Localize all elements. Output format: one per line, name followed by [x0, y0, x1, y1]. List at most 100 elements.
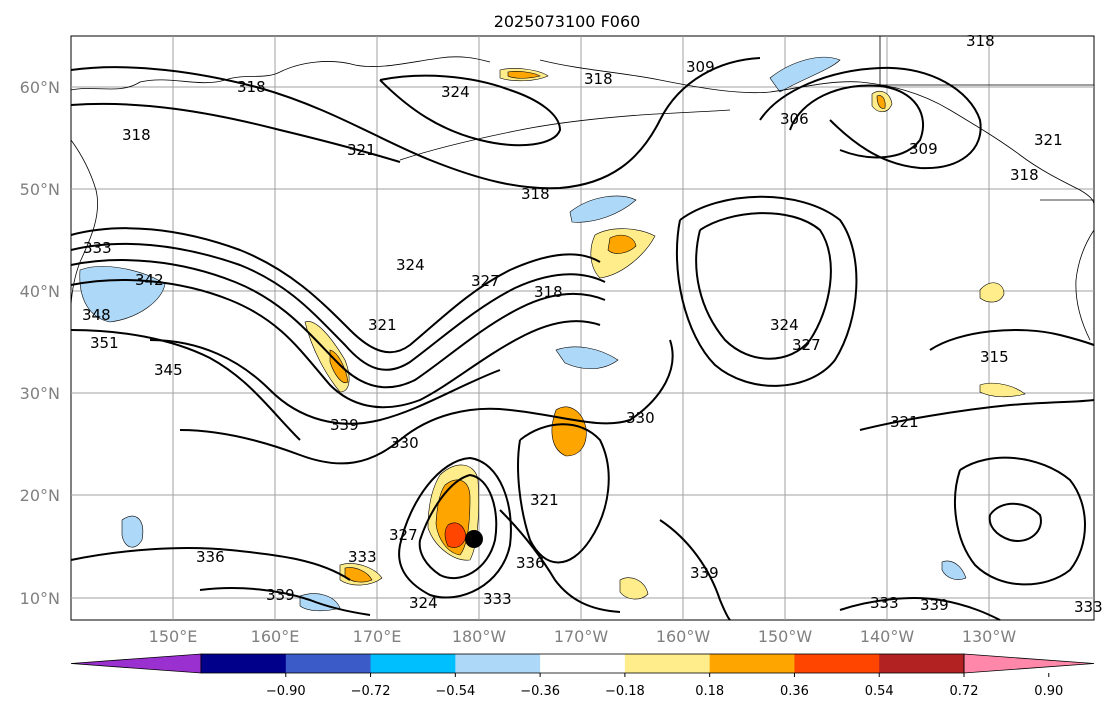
coast-aleutians	[399, 109, 731, 161]
contour-label: 321	[1034, 131, 1063, 149]
anomaly-blue-alaska	[769, 56, 841, 93]
lon-label: 150°E	[149, 627, 198, 646]
anomaly-orange-central	[551, 406, 587, 457]
contour-label: 351	[90, 334, 119, 352]
contour-label: 318	[584, 70, 613, 88]
contour-label: 339	[920, 596, 949, 614]
contour-label: 324	[396, 256, 425, 274]
lon-label: 170°E	[353, 627, 402, 646]
contour-324-north	[379, 74, 562, 147]
contour-label: 309	[686, 58, 715, 76]
contour-label: 348	[82, 306, 111, 324]
anomaly-blue-aleutian	[569, 195, 637, 223]
anomaly-yellow-east	[979, 282, 1005, 303]
colorbar-segment	[624, 654, 711, 673]
contour-label: 315	[980, 348, 1009, 366]
contour-jet-3	[70, 259, 606, 389]
colorbar-extend-low	[70, 653, 202, 674]
contour-label: 327	[792, 336, 821, 354]
contour-labels: 318 318 324 318 309 306 321 318 309 321 …	[82, 32, 1103, 616]
lon-label: 170°W	[554, 627, 609, 646]
contour-label: 339	[690, 564, 719, 582]
contour-jet-4	[70, 279, 601, 409]
contour-label: 333	[83, 239, 112, 257]
lat-label: 30°N	[20, 384, 60, 403]
colorbar-segment	[709, 654, 795, 673]
contour-336-south	[70, 547, 351, 581]
contour-label: 345	[154, 361, 183, 379]
contour-typhoon-2	[398, 456, 512, 599]
contour-306-alaska	[789, 84, 925, 159]
lat-label: 40°N	[20, 282, 60, 301]
contour-324-loop	[695, 212, 832, 360]
contour-label: 333	[870, 594, 899, 612]
coast-asia-north	[70, 71, 281, 91]
lon-label: 130°W	[962, 627, 1017, 646]
contour-label: 318	[966, 32, 995, 50]
anomaly-orange-northcentral	[607, 234, 637, 254]
contour-label: 324	[441, 83, 470, 101]
colorbar-segment	[540, 654, 626, 673]
lon-label: 180°W	[452, 627, 507, 646]
graticule	[71, 36, 1094, 620]
anomaly-blue-midpac	[555, 346, 619, 369]
anomaly-red-typhoon	[444, 522, 467, 548]
lat-label: 60°N	[20, 78, 60, 97]
map-frame	[70, 35, 1095, 621]
colorbar-tick-label: 0.90	[1034, 684, 1063, 699]
colorbar-extend-high	[963, 653, 1095, 674]
coast-alaska	[539, 59, 1095, 206]
colorbar-tick-label: −0.90	[266, 684, 306, 699]
anomaly-orange-bering	[507, 71, 541, 79]
contour-315	[929, 329, 1095, 351]
contour-321-east	[859, 399, 1095, 431]
anomaly-yellow-southmid	[619, 577, 649, 600]
contour-label: 318	[122, 126, 151, 144]
contour-label: 342	[135, 271, 164, 289]
contour-jet-2	[70, 242, 606, 371]
contour-label: 318	[1010, 166, 1039, 184]
colorbar-segment	[455, 654, 541, 673]
height-contours	[70, 57, 1095, 621]
lon-label: 140°W	[860, 627, 915, 646]
contour-label: 321	[368, 316, 397, 334]
contour-label: 333	[483, 590, 512, 608]
coast-kamchatka	[279, 56, 491, 73]
contour-label: 309	[909, 140, 938, 158]
colorbar-segment	[285, 654, 372, 673]
anomaly-blue-south2	[121, 515, 144, 548]
contour-label: 318	[237, 78, 266, 96]
contour-339-south	[199, 587, 371, 616]
contour-label: 324	[409, 594, 438, 612]
contour-label: 327	[389, 526, 418, 544]
contour-345	[70, 329, 301, 441]
contour-typhoon-1	[418, 473, 498, 580]
lon-label: 160°W	[656, 627, 711, 646]
contour-333-se	[839, 597, 1001, 621]
contour-label: 339	[330, 416, 359, 434]
contour-318-north	[70, 57, 761, 190]
contour-330	[179, 339, 674, 465]
contour-label: 306	[780, 110, 809, 128]
contour-label: 333	[348, 548, 377, 566]
lat-label: 10°N	[20, 589, 60, 608]
colorbar-segment	[370, 654, 456, 673]
colorbar-segment	[201, 654, 287, 673]
contour-309-alaska	[759, 66, 982, 170]
contour-label: 333	[1074, 598, 1103, 616]
contour-321-north	[70, 102, 401, 163]
colorbar-tick-label: −0.18	[605, 684, 645, 699]
lon-label: 150°W	[758, 627, 813, 646]
contour-label: 336	[516, 554, 545, 572]
colorbar-tick-label: 0.54	[865, 684, 894, 699]
anomaly-yellow-northcentral	[590, 228, 656, 279]
anomaly-orange-alaska	[876, 95, 886, 109]
colorbar-tick-label: −0.36	[520, 684, 560, 699]
coast-na-west	[1075, 229, 1095, 341]
map-title: 2025073100 F060	[494, 12, 641, 31]
lat-label: 50°N	[20, 180, 60, 199]
contour-label: 321	[347, 141, 376, 159]
contour-label: 321	[890, 413, 919, 431]
contour-eddy-se	[988, 502, 1042, 542]
